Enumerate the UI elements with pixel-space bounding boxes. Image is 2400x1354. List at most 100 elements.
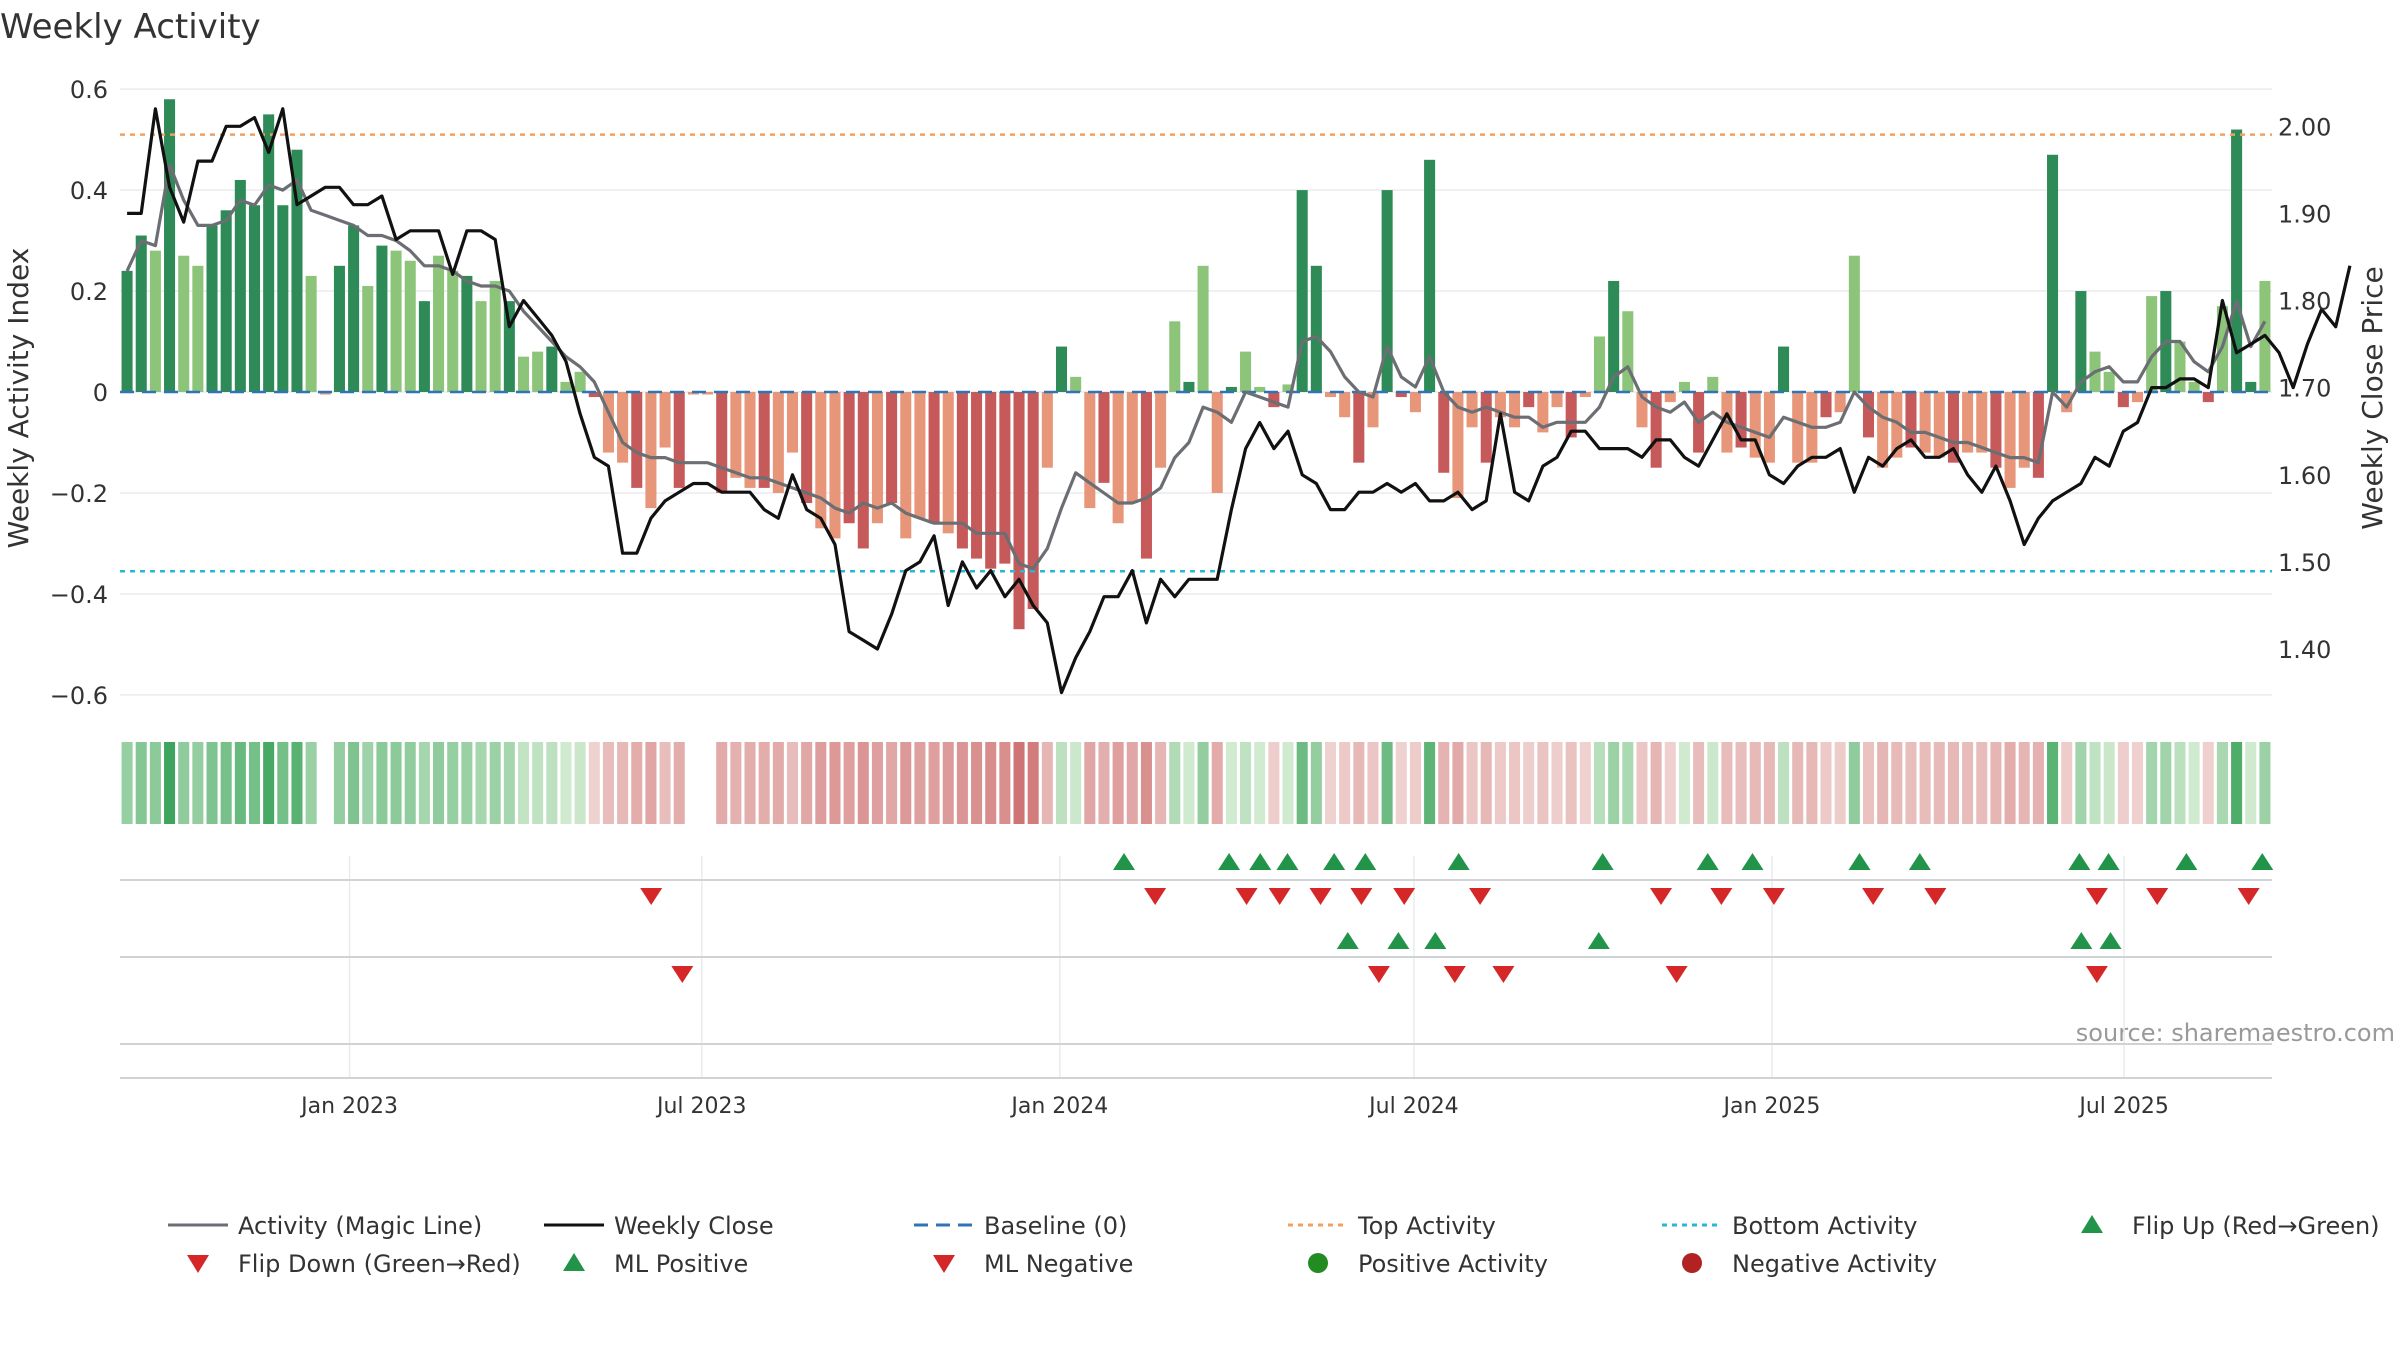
- activity-strip-cell: [914, 742, 926, 824]
- flip-up-marker: [1218, 853, 1241, 870]
- activity-bar: [886, 392, 898, 504]
- activity-strip-cell: [1933, 742, 1945, 824]
- activity-bar: [433, 255, 445, 392]
- activity-bar: [1098, 392, 1110, 483]
- legend-dot-swatch: [1308, 1253, 1328, 1273]
- magic-line-series: [125, 163, 2267, 571]
- axes: 0.6 0.4 0.2 0 −0.2 −0.4 −0.6 2.00 1.90 1.80 1.70 1.…: [50, 76, 2332, 1119]
- activity-strip-cell: [1650, 742, 1662, 824]
- activity-strip-cell: [1707, 742, 1719, 824]
- activity-bar: [1381, 190, 1393, 392]
- activity-bar: [1070, 376, 1082, 392]
- y-left-tick-label: 0.4: [70, 177, 108, 205]
- activity-strip-cell: [1735, 742, 1747, 824]
- activity-strip-cell: [1947, 742, 1959, 824]
- activity-bar: [319, 392, 331, 395]
- activity-bar: [532, 351, 544, 392]
- activity-strip-cell: [786, 742, 799, 824]
- activity-bar: [277, 205, 289, 392]
- activity-strip-cell: [1579, 742, 1591, 824]
- activity-strip-cell: [871, 742, 883, 824]
- activity-bar: [1933, 392, 1945, 458]
- activity-strip-cell: [1678, 742, 1690, 824]
- activity-bar: [772, 392, 784, 493]
- activity-bar: [362, 286, 374, 392]
- legend-label: Baseline (0): [984, 1212, 1127, 1240]
- activity-strip-cell: [1197, 742, 1209, 824]
- activity-bar: [617, 392, 629, 463]
- activity-bar: [985, 392, 997, 569]
- activity-bar: [1650, 392, 1662, 468]
- activity-strip-cell: [532, 742, 544, 824]
- gridlines: [120, 88, 2272, 1078]
- flip-down-marker: [1393, 888, 1416, 905]
- activity-strip-cell: [2103, 742, 2115, 824]
- x-tick-label: Jul 2024: [1367, 1094, 1459, 1119]
- activity-strip-cell: [716, 742, 728, 824]
- activity-bar: [1480, 392, 1492, 463]
- activity-strip-cell: [2160, 742, 2172, 824]
- activity-strip-cell: [1353, 742, 1365, 824]
- activity-strip-cell: [517, 742, 530, 824]
- activity-bar: [758, 392, 770, 488]
- activity-strip-cell: [744, 742, 756, 824]
- activity-strip-cell: [1862, 742, 1875, 824]
- flip-up-marker: [1447, 853, 1470, 870]
- activity-strip-cell: [489, 742, 501, 824]
- activity-strip-cell: [2174, 742, 2186, 824]
- activity-strip-cell: [1891, 742, 1903, 824]
- activity-strip-cell: [1424, 742, 1436, 824]
- activity-bar: [404, 260, 416, 392]
- activity-strip-cell: [956, 742, 968, 824]
- activity-strip-cell: [390, 742, 402, 824]
- activity-bar: [2032, 392, 2044, 478]
- activity-strip-cell: [588, 742, 600, 824]
- activity-bar: [1877, 392, 1889, 468]
- activity-strip-cell: [1070, 742, 1082, 824]
- activity-strip-cell: [447, 742, 459, 824]
- legend: Activity (Magic Line) Weekly Close Baselin…: [168, 1212, 2380, 1278]
- activity-bar: [1551, 392, 1563, 408]
- activity-bar: [560, 381, 572, 392]
- x-tick-label: Jul 2023: [655, 1094, 747, 1119]
- activity-bar: [602, 392, 614, 453]
- activity-strip-cell: [1721, 742, 1733, 824]
- activity-bar: [716, 392, 728, 493]
- flip-down-marker: [1268, 888, 1291, 905]
- activity-strip-cell: [1381, 742, 1393, 824]
- series-lines: [120, 107, 2352, 695]
- activity-strip-cell: [192, 742, 204, 824]
- legend-label: ML Negative: [984, 1250, 1133, 1278]
- activity-strip-cell: [1466, 742, 1478, 824]
- activity-bar: [942, 392, 954, 534]
- activity-bar: [786, 392, 799, 453]
- activity-bar: [234, 180, 246, 392]
- activity-strip-cell: [433, 742, 445, 824]
- activity-strip-cell: [1240, 742, 1252, 824]
- activity-bar: [1339, 392, 1351, 418]
- activity-strip-cell: [2018, 742, 2030, 824]
- y-axis-right-label: Weekly Close Price: [2356, 266, 2389, 529]
- activity-strip-cell: [461, 742, 473, 824]
- activity-strip-cell: [1494, 742, 1506, 824]
- activity-strip-cell: [574, 742, 586, 824]
- activity-strip-cell: [2245, 742, 2257, 824]
- activity-strip-cell: [263, 742, 275, 824]
- signal-markers: [640, 853, 2274, 983]
- activity-strip-cell: [1041, 742, 1053, 824]
- activity-bar: [248, 205, 261, 392]
- activity-bar: [1155, 392, 1167, 468]
- activity-bar: [1466, 392, 1478, 428]
- y-right-tick-label: 1.80: [2278, 288, 2331, 316]
- activity-bar: [2146, 296, 2158, 392]
- flip-up-marker: [2097, 853, 2120, 870]
- activity-bar: [2117, 392, 2129, 408]
- activity-strip-cell: [1324, 742, 1337, 824]
- legend-dot-swatch: [1682, 1253, 1702, 1273]
- activity-strip-cell: [815, 742, 827, 824]
- activity-bar: [1169, 321, 1181, 392]
- activity-bar: [1579, 392, 1591, 398]
- flip-up-marker: [1113, 853, 1136, 870]
- activity-heat-strip: [121, 742, 2271, 824]
- activity-strip-cell: [1140, 742, 1152, 824]
